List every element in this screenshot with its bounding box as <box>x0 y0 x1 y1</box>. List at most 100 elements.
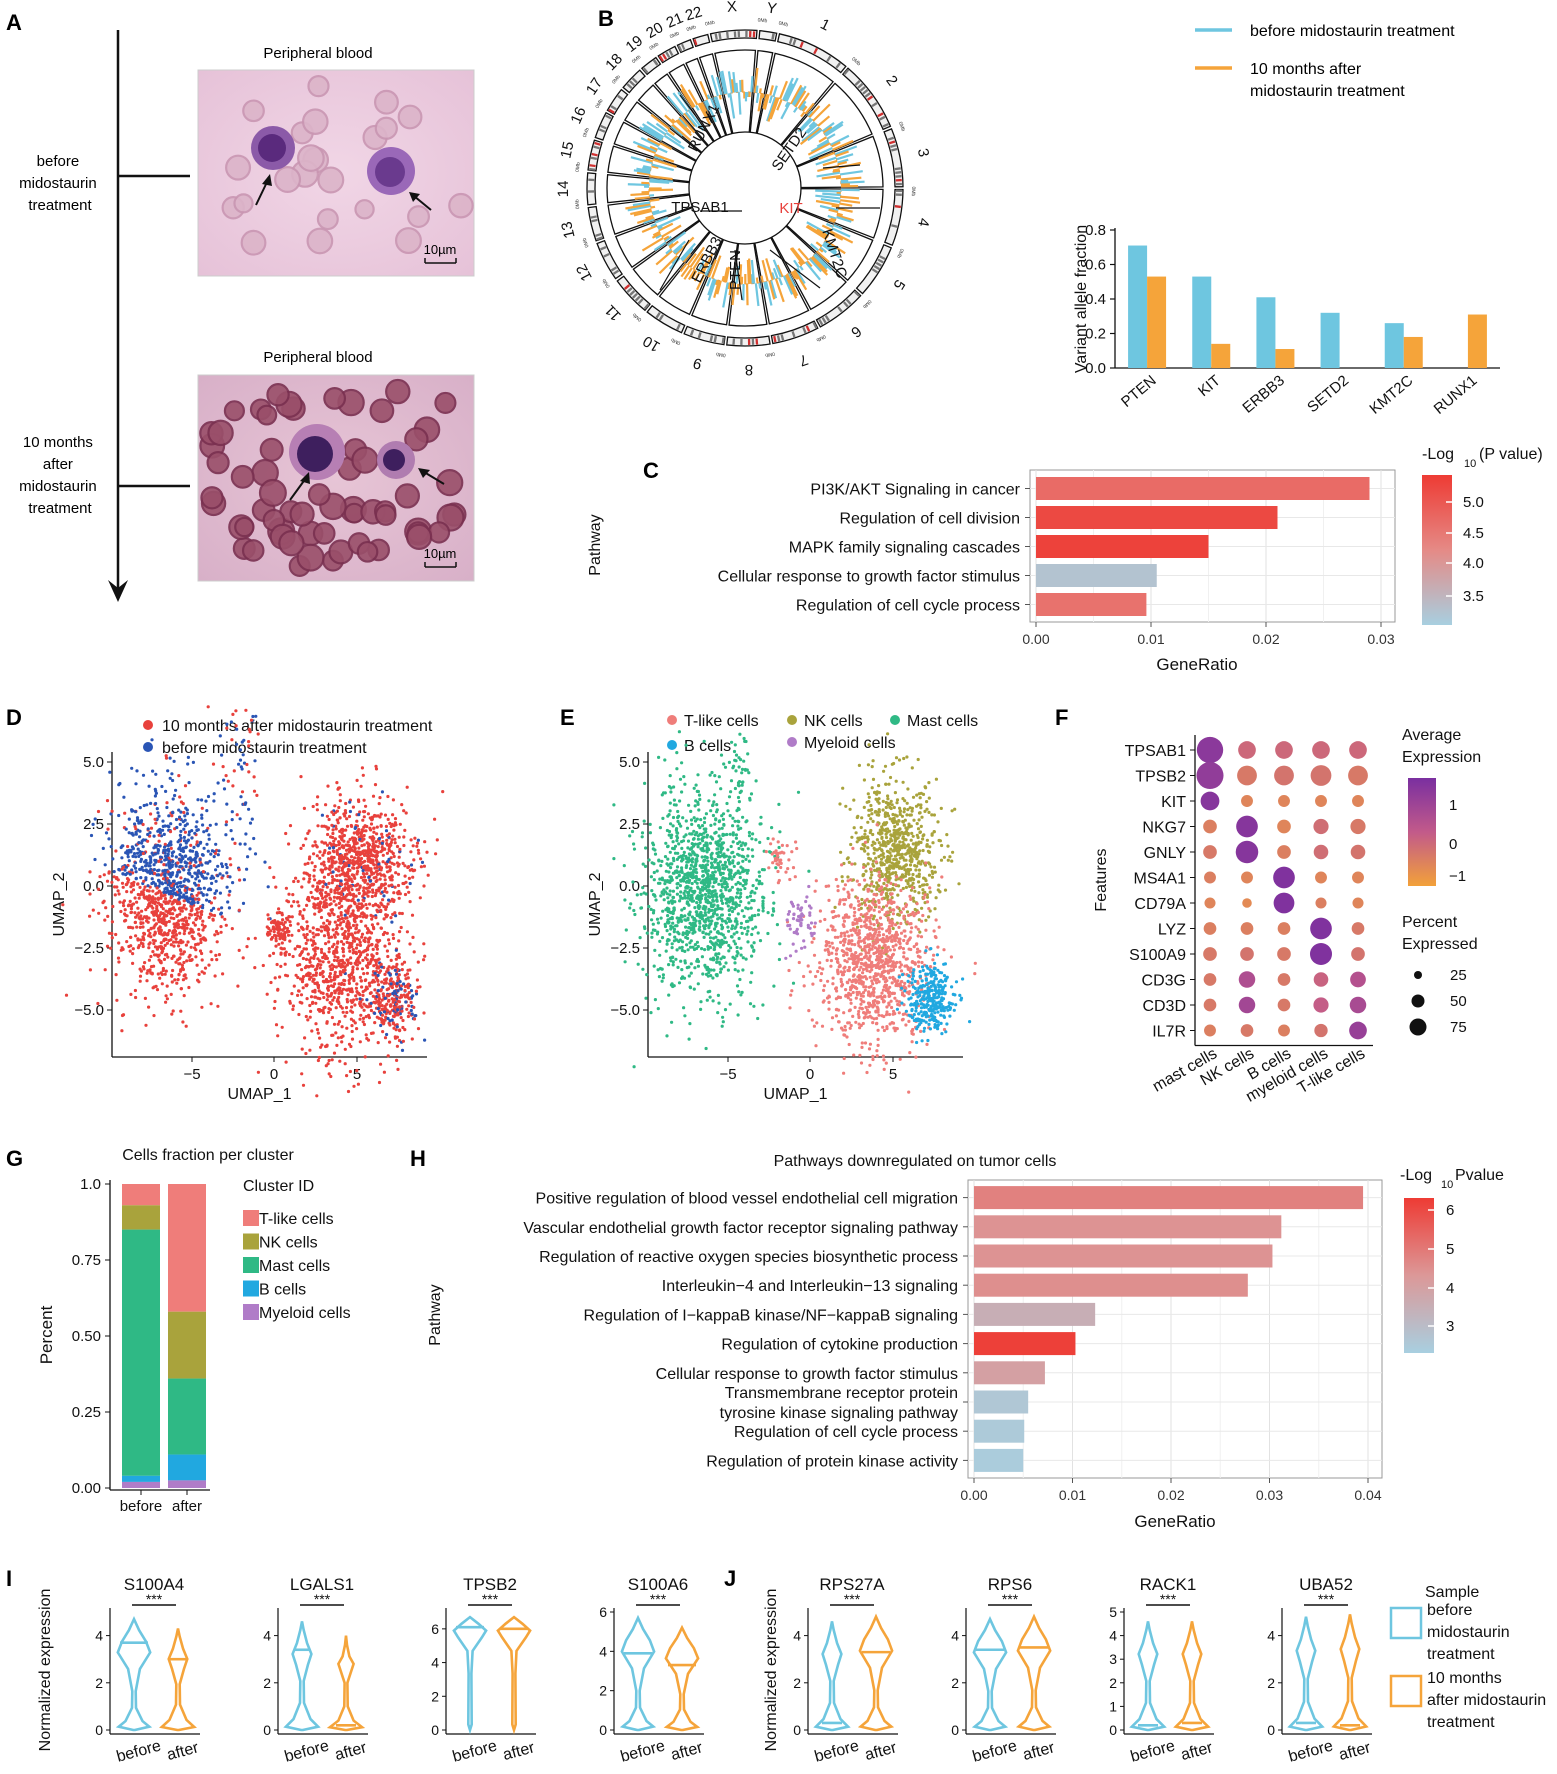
umap-point <box>343 979 347 983</box>
umap-point <box>683 894 687 898</box>
cn-bar-before <box>727 93 731 98</box>
umap-point <box>744 878 749 883</box>
umap-point <box>675 767 679 771</box>
umap-point <box>318 856 322 860</box>
umap-point <box>212 913 217 918</box>
umap-point <box>321 885 325 889</box>
umap-point <box>328 896 332 900</box>
umap-point <box>347 860 351 864</box>
umap-point <box>385 931 389 935</box>
umap-point <box>160 881 164 885</box>
cn-bar-before <box>816 171 840 178</box>
umap-point <box>376 872 380 877</box>
umap-point <box>146 928 151 933</box>
umap-point <box>375 865 379 870</box>
umap-point <box>117 813 121 818</box>
umap-point <box>374 840 378 844</box>
umap-point <box>374 916 378 920</box>
umap-point <box>152 868 156 872</box>
cn-bar-before <box>651 163 674 172</box>
legend-dot-before <box>143 742 153 752</box>
umap-point <box>309 964 314 968</box>
umap-point <box>167 929 171 933</box>
umap-point <box>343 1047 347 1051</box>
umap-point <box>433 817 437 821</box>
umap-point <box>667 901 671 905</box>
umap-point <box>278 937 282 941</box>
umap-point <box>729 844 733 849</box>
umap-point <box>136 938 140 942</box>
umap-point <box>134 934 138 938</box>
umap-point <box>135 851 140 855</box>
y-tick-label: 0.0 <box>619 878 640 895</box>
umap-point <box>337 887 341 891</box>
umap-point <box>305 938 310 942</box>
x-tick-label: 5 <box>889 1066 897 1083</box>
umap-point <box>341 828 345 832</box>
cn-bar-after <box>840 176 862 181</box>
umap-point <box>193 831 197 835</box>
cn-bar-after <box>692 253 704 270</box>
umap-point <box>337 906 341 910</box>
umap-point <box>387 1021 391 1025</box>
cn-bar-before <box>727 71 734 94</box>
cn-bar-after <box>797 247 810 261</box>
umap-point <box>181 856 185 861</box>
umap-point <box>374 764 378 768</box>
cyto-band <box>824 314 830 322</box>
cn-bar-after <box>700 101 709 115</box>
umap-point <box>166 852 170 856</box>
blood-title-bottom: Peripheral blood <box>263 349 372 366</box>
umap-point <box>217 953 221 957</box>
umap-point <box>235 727 239 731</box>
umap-point <box>138 806 142 810</box>
umap-point <box>187 781 191 785</box>
umap-point <box>402 809 406 813</box>
umap-point <box>304 1051 308 1056</box>
umap-point <box>651 841 655 845</box>
umap-point <box>133 822 137 826</box>
cn-bar-after <box>832 139 854 151</box>
umap-point <box>358 853 362 857</box>
umap-point <box>344 864 348 868</box>
umap-point <box>344 828 348 832</box>
umap-point <box>110 809 114 813</box>
umap-point <box>207 837 211 841</box>
umap-point <box>280 1025 284 1029</box>
umap-point <box>329 1074 333 1079</box>
umap-point <box>246 937 250 941</box>
cyto-band <box>866 95 874 101</box>
umap-point <box>208 912 212 916</box>
umap-point <box>166 890 170 894</box>
cn-bar-before <box>763 281 768 290</box>
umap-point <box>652 878 656 882</box>
umap-point <box>332 839 336 843</box>
umap-point <box>375 951 379 956</box>
umap-point <box>209 1002 213 1006</box>
umap-point <box>345 1000 350 1004</box>
umap-point <box>722 965 726 969</box>
umap-point <box>139 876 143 880</box>
umap-point <box>275 911 279 915</box>
umap-point <box>333 878 337 882</box>
umap-point <box>109 946 113 950</box>
umap-point <box>343 853 347 857</box>
umap-point <box>369 1001 373 1005</box>
umap-point <box>246 855 250 859</box>
umap-point <box>350 1005 354 1009</box>
umap-point <box>407 997 412 1001</box>
umap-point <box>405 885 409 889</box>
umap-point <box>197 879 201 883</box>
umap-point <box>152 834 156 838</box>
umap-point <box>172 850 176 854</box>
cn-bar-before <box>782 77 794 101</box>
umap-point <box>356 1082 360 1086</box>
pathway-label: PI3K/AKT Signaling in cancer <box>810 482 1020 499</box>
umap-point <box>350 987 354 991</box>
umap-point <box>361 958 365 963</box>
umap-point <box>368 984 372 988</box>
cn-bar-before <box>822 242 838 254</box>
umap-point <box>89 833 94 838</box>
umap-point <box>225 865 229 870</box>
umap-point <box>343 913 347 917</box>
